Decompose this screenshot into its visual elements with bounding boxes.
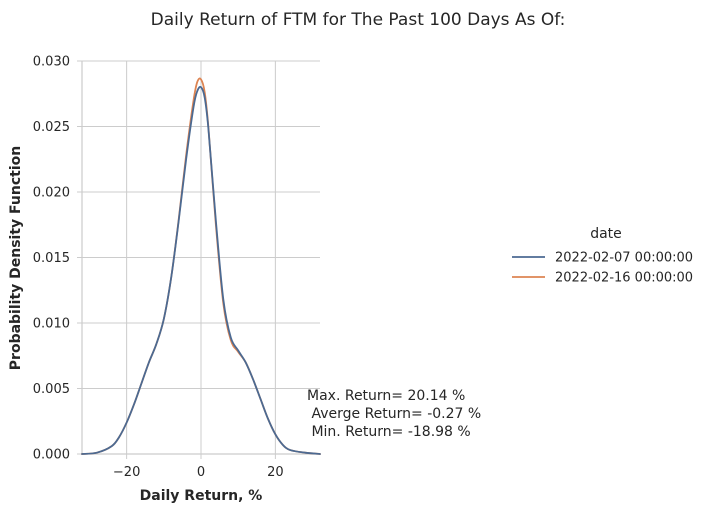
legend-entry-label: 2022-02-16 00:00:00 bbox=[555, 271, 693, 286]
y-tick-label: 0.025 bbox=[33, 120, 70, 135]
average-return-label: Averge Return= -0.27 % bbox=[307, 406, 481, 422]
x-tick-label: −20 bbox=[113, 465, 140, 480]
legend-title: date bbox=[590, 226, 622, 242]
y-tick-label: 0.005 bbox=[33, 382, 70, 397]
max-return-label: Max. Return= 20.14 % bbox=[307, 388, 465, 404]
y-tick-label: 0.020 bbox=[33, 186, 70, 201]
x-axis-ticks: −20 0 20 bbox=[113, 454, 284, 480]
series-line-2022-02-07 bbox=[81, 85, 321, 455]
legend-items: 2022-02-07 00:00:00 2022-02-16 00:00:00 bbox=[512, 251, 693, 286]
min-return-label: Min. Return= -18.98 % bbox=[307, 424, 471, 440]
y-axis-ticks: 0.000 0.005 0.010 0.015 0.020 0.025 0.030 bbox=[33, 55, 82, 463]
y-tick-label: 0.000 bbox=[33, 448, 70, 463]
y-axis-label: Probability Density Function bbox=[8, 146, 24, 370]
x-tick-label: 0 bbox=[197, 465, 205, 480]
stats-annotation: Max. Return= 20.14 % Averge Return= -0.2… bbox=[307, 388, 481, 440]
y-tick-label: 0.010 bbox=[33, 317, 70, 332]
legend-entry-label: 2022-02-07 00:00:00 bbox=[555, 251, 693, 266]
y-tick-label: 0.030 bbox=[33, 55, 70, 70]
y-tick-label: 0.015 bbox=[33, 251, 70, 266]
x-axis-label: Daily Return, % bbox=[140, 488, 263, 504]
legend: date 2022-02-07 00:00:00 2022-02-16 00:00… bbox=[512, 226, 693, 286]
x-tick-label: 20 bbox=[267, 465, 284, 480]
series-layer bbox=[81, 77, 321, 455]
chart-title: Daily Return of FTM for The Past 100 Day… bbox=[151, 10, 566, 30]
grid-layer bbox=[82, 60, 320, 455]
